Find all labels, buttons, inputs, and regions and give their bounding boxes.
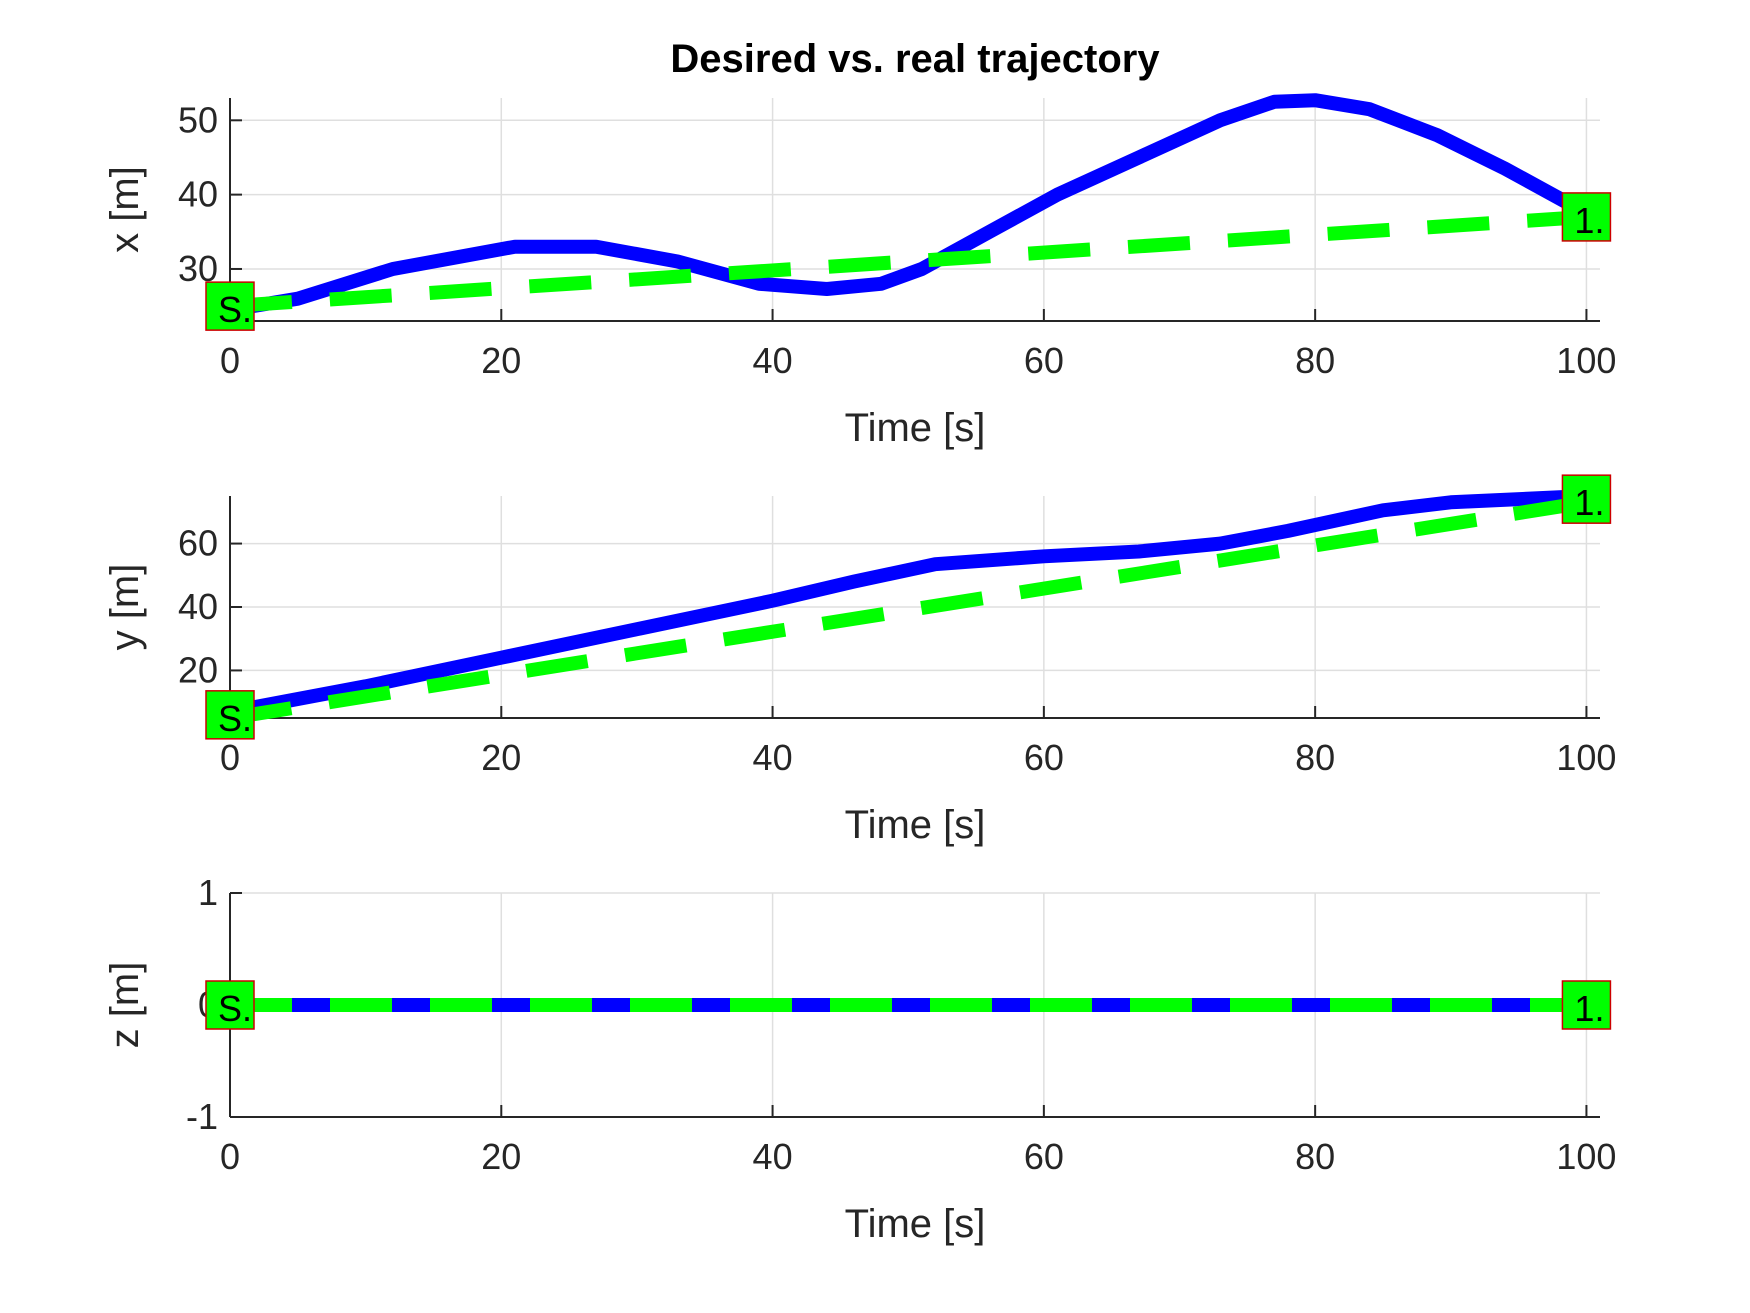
x-tick-label: 20 xyxy=(481,340,521,381)
x-tick-label: 40 xyxy=(753,1136,793,1177)
chart-title: Desired vs. real trajectory xyxy=(670,37,1160,81)
x-tick-label: 20 xyxy=(481,1136,521,1177)
desired-trajectory-line xyxy=(230,495,1588,725)
x-axis-label: Time [s] xyxy=(845,803,986,847)
y-tick-label: 40 xyxy=(178,586,218,627)
series-group xyxy=(230,93,1594,317)
y-tick-label: 40 xyxy=(178,174,218,215)
end-marker xyxy=(1561,980,1612,1030)
real-trajectory-line xyxy=(230,489,1594,719)
x-tick-label: 80 xyxy=(1295,1136,1335,1177)
x-tick-label: 80 xyxy=(1295,340,1335,381)
end-marker-label: 1. xyxy=(1574,988,1604,1029)
x-tick-label: 0 xyxy=(220,340,240,381)
x-tick-label: 60 xyxy=(1024,737,1064,778)
x-tick-label: 40 xyxy=(753,737,793,778)
start-marker xyxy=(205,690,255,740)
desired-trajectory-line xyxy=(230,209,1587,314)
y-axis-label: z [m] xyxy=(103,962,147,1049)
x-tick-label: 80 xyxy=(1295,737,1335,778)
x-axis-label: Time [s] xyxy=(845,1202,986,1246)
x-tick-label: 0 xyxy=(220,737,240,778)
x-tick-label: 100 xyxy=(1556,737,1616,778)
x-tick-label: 60 xyxy=(1024,340,1064,381)
start-marker-label: S. xyxy=(218,289,252,330)
real-trajectory-line xyxy=(230,93,1594,317)
y-axis-label: x [m] xyxy=(103,166,147,253)
subplot-2: 0 20 40 60 80 100 20 40 60 Time [s] y [m] S. 1. xyxy=(103,474,1616,847)
x-axis-label: Time [s] xyxy=(845,406,986,450)
series-group xyxy=(230,489,1594,725)
x-tick-label: 60 xyxy=(1024,1136,1064,1177)
end-marker xyxy=(1561,192,1612,242)
y-tick-label: 1 xyxy=(198,872,218,913)
x-tick-label: 40 xyxy=(753,340,793,381)
y-axis-label: y [m] xyxy=(103,564,147,651)
end-marker-label: 1. xyxy=(1574,482,1604,523)
start-marker-label: S. xyxy=(218,988,252,1029)
x-tick-label: 0 xyxy=(220,1136,240,1177)
start-marker-label: S. xyxy=(218,698,252,739)
y-tick-label: 50 xyxy=(178,99,218,140)
y-tick-label: 20 xyxy=(178,649,218,690)
x-tick-label: 100 xyxy=(1556,1136,1616,1177)
y-tick-label: 60 xyxy=(178,523,218,564)
x-tick-label: 20 xyxy=(481,737,521,778)
start-marker xyxy=(205,980,255,1030)
start-marker xyxy=(205,281,255,331)
end-marker xyxy=(1561,474,1612,524)
end-marker-label: 1. xyxy=(1574,200,1604,241)
y-tick-label: -1 xyxy=(186,1096,218,1137)
x-tick-label: 100 xyxy=(1556,340,1616,381)
